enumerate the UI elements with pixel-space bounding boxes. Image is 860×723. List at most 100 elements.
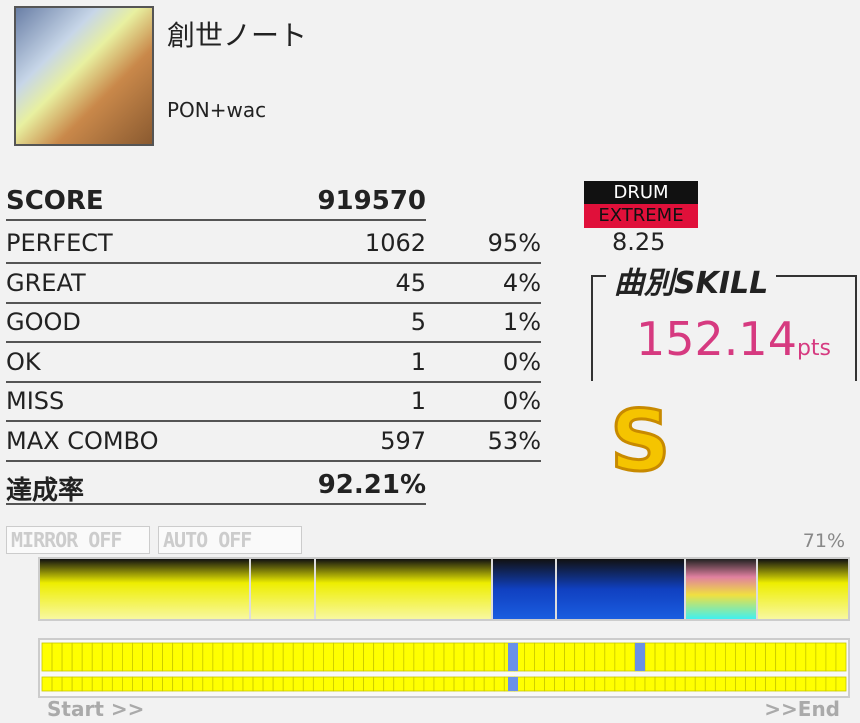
timeline-cell (463, 642, 475, 672)
timeline-cell (674, 676, 686, 692)
timeline-cell (172, 642, 184, 672)
timeline-cell (322, 676, 334, 692)
timeline-cell (252, 676, 264, 692)
timeline-cell (91, 642, 103, 672)
timeline-cell (473, 676, 485, 692)
timeline-cell (453, 642, 465, 672)
judgement-percent: 0% (502, 347, 541, 376)
timeline-cell (393, 676, 405, 692)
timeline-cell (302, 676, 314, 692)
timeline-cell (564, 642, 576, 672)
timeline-marker (508, 677, 518, 691)
timeline-cell (142, 642, 153, 672)
timeline-cell (704, 676, 716, 692)
timeline-cell (81, 642, 93, 672)
timeline-cell (262, 642, 274, 672)
timeline-cell (523, 676, 535, 692)
timeline-cell (584, 676, 596, 692)
timeline-cell (835, 676, 847, 692)
judgement-label: GOOD (6, 308, 81, 336)
timeline-cell (383, 642, 395, 672)
judgement-count: 45 (395, 268, 426, 297)
timeline-cell (714, 642, 726, 672)
judgement-count: 1 (410, 347, 426, 376)
timeline-cell (333, 676, 344, 692)
timeline-cell (292, 642, 304, 672)
timeline-cell (684, 642, 696, 672)
timeline-cell (232, 642, 244, 672)
judgement-label: MAX COMBO (6, 426, 159, 455)
timeline-cell (212, 676, 224, 692)
timeline-cell (242, 642, 254, 672)
timeline-cell (152, 676, 164, 692)
score-row: SCORE 919570 (6, 180, 426, 221)
timeline-cell (735, 642, 746, 672)
timeline-cell (735, 676, 746, 692)
timeline-cell (363, 642, 375, 672)
timeline-cell (704, 642, 716, 672)
skill-value-wrap: 152.14pts (636, 312, 831, 366)
difficulty-instrument: DRUM (584, 181, 698, 204)
timeline-cell (61, 676, 73, 692)
timeline-cell (604, 676, 616, 692)
timeline-cell (483, 642, 495, 672)
timeline-cell (825, 642, 837, 672)
achievement-label: 達成率 (6, 476, 85, 506)
timeline-cell (765, 642, 777, 672)
timeline-cell (61, 642, 73, 672)
timeline-cell (654, 642, 666, 672)
gauge-segment (758, 559, 848, 619)
timeline-cell (483, 676, 495, 692)
achievement-row: 達成率 92.21% (6, 464, 426, 506)
gauge-segment (557, 559, 686, 619)
timeline-cell (785, 676, 797, 692)
timeline-cell (815, 642, 827, 672)
timeline-cell (101, 642, 113, 672)
timeline-cell (684, 676, 696, 692)
timeline-cell (775, 642, 787, 672)
judgement-percent: 0% (502, 387, 541, 415)
timeline-cell (162, 642, 174, 672)
timeline-cell (111, 642, 123, 672)
timeline-cell (122, 676, 133, 692)
timeline-cell (674, 642, 686, 672)
timeline-cell (433, 642, 445, 672)
timeline-cell (584, 642, 596, 672)
timeline-cell (725, 676, 736, 692)
timeline-cell (795, 642, 807, 672)
gauge-segment (493, 559, 557, 619)
timeline-cell (132, 676, 143, 692)
judgement-row: GREAT 45 4% (6, 263, 541, 304)
timeline-cell (785, 642, 797, 672)
judgement-row: MAX COMBO 597 53% (6, 421, 541, 462)
timeline-cell (453, 676, 465, 692)
timeline-cell (232, 676, 244, 692)
timeline-cell (312, 676, 324, 692)
score-value: 919570 (317, 186, 426, 216)
timeline-cell (554, 676, 565, 692)
option-mirror: MIRROR OFF (6, 526, 150, 554)
timeline (41, 642, 847, 692)
difficulty-name: EXTREME (584, 204, 698, 228)
album-art (14, 6, 154, 146)
timeline-cell (41, 642, 53, 672)
gauge-segment (316, 559, 493, 619)
timeline-cell (574, 676, 586, 692)
judgement-count: 5 (410, 308, 426, 336)
timeline-cell (343, 642, 354, 672)
timeline-cell (835, 642, 847, 672)
gauge-segment (686, 559, 758, 619)
timeline-cell (242, 676, 254, 692)
option-auto: AUTO OFF (158, 526, 302, 554)
timeline-cell (473, 642, 485, 672)
timeline-cell (694, 676, 706, 692)
timeline-cell (292, 676, 304, 692)
timeline-marker (508, 643, 518, 671)
timeline-cell (403, 642, 415, 672)
judgement-row: GOOD 5 1% (6, 302, 541, 343)
timeline-cell (363, 676, 375, 692)
timeline-cell (795, 676, 807, 692)
judgement-percent: 95% (487, 229, 541, 257)
timeline-cell (714, 676, 726, 692)
timeline-cell (353, 642, 364, 672)
